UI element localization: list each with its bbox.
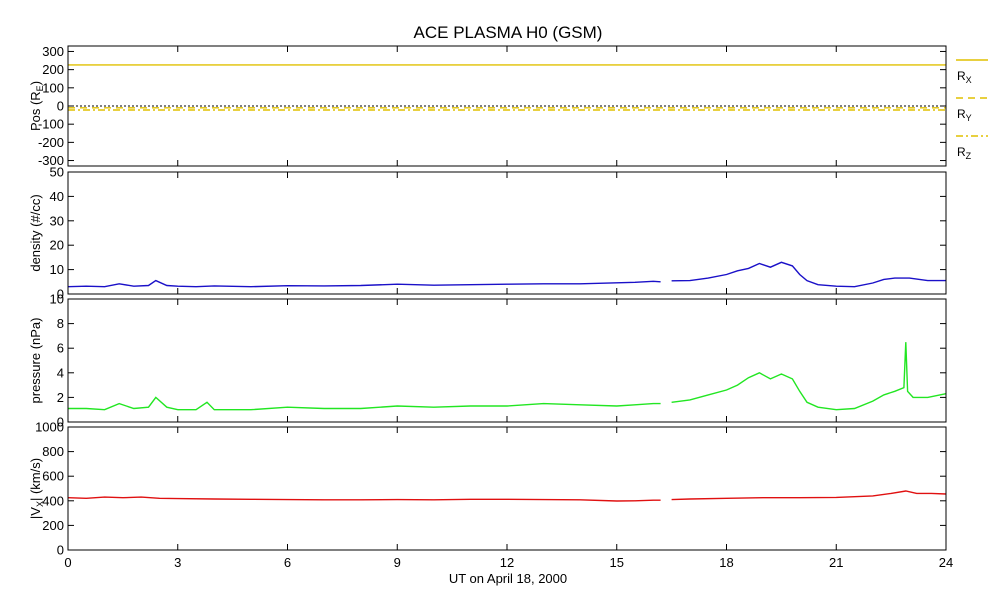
panel-frame (67, 45, 947, 167)
y-tick-label: 0 (57, 287, 64, 302)
panel-2: 0 2 4 6 8 10 pressure (nPa) (28, 292, 947, 430)
y-tick-label: 2 (57, 390, 64, 405)
y-tick-label: 20 (50, 238, 64, 253)
x-tick-label: 6 (284, 555, 291, 570)
y-tick-label: -100 (38, 117, 64, 132)
y-tick-label: 0 (57, 99, 64, 114)
x-tick-label: 18 (719, 555, 733, 570)
y-axis-label: |VX| (km/s) (28, 458, 45, 519)
y-tick-label: 10 (50, 262, 64, 277)
x-tick-label: 24 (939, 555, 953, 570)
panel-frame (67, 298, 947, 423)
y-tick-label: 200 (42, 62, 64, 77)
x-tick-label: 9 (394, 555, 401, 570)
y-tick-label: 300 (42, 44, 64, 59)
panel-0: -300 -200 -100 0 100 200 300 Pos (RE) (28, 44, 947, 168)
y-tick-label: 100 (42, 80, 64, 95)
legend-label: RX (957, 69, 972, 85)
y-axis-label: Pos (RE) (28, 81, 45, 131)
series-line-2-0 (68, 342, 947, 411)
x-tick-label: 12 (500, 555, 514, 570)
y-tick-label: 0 (57, 415, 64, 430)
y-tick-label: 800 (42, 444, 64, 459)
y-tick-label: 6 (57, 341, 64, 356)
legend-label: RZ (957, 145, 972, 161)
y-tick-label: 50 (50, 165, 64, 180)
x-tick-label: 15 (610, 555, 624, 570)
panel-3: 0 200 400 600 800 1000 |VX| (km/s) (28, 420, 947, 558)
legend: RX RY RZ (956, 59, 988, 161)
y-tick-label: 30 (50, 213, 64, 228)
y-tick-label: 200 (42, 518, 64, 533)
y-tick-label: 400 (42, 493, 64, 508)
y-tick-label: 1000 (35, 420, 64, 435)
y-tick-label: 40 (50, 189, 64, 204)
legend-label: RY (957, 107, 972, 123)
series-line-1-0 (67, 261, 946, 288)
panel-frame (67, 426, 947, 551)
x-tick-label: 0 (64, 555, 71, 570)
y-axis-label: pressure (nPa) (28, 318, 43, 404)
x-tick-label: 3 (174, 555, 181, 570)
y-tick-label: 600 (42, 469, 64, 484)
y-tick-label: -200 (38, 135, 64, 150)
y-tick-label: 4 (57, 365, 64, 380)
y-tick-label: -300 (38, 153, 64, 168)
x-axis-label: UT on April 18, 2000 (449, 571, 567, 586)
chart-title: ACE PLASMA H0 (GSM) (414, 23, 603, 42)
x-tick-label: 21 (829, 555, 843, 570)
panel-frame (67, 171, 947, 295)
y-tick-label: 0 (57, 543, 64, 558)
y-tick-label: 10 (50, 292, 64, 307)
y-axis-label: density (#/cc) (28, 194, 43, 271)
y-tick-label: 8 (57, 316, 64, 331)
panel-1: 0 10 20 30 40 50 density (#/cc) (28, 165, 947, 302)
series-line-3-0 (67, 490, 947, 502)
